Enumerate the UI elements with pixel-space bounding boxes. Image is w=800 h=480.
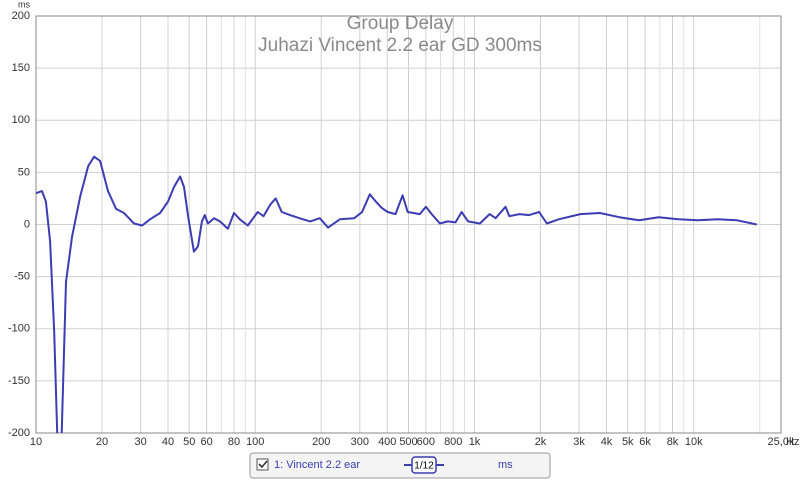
- y-tick-label: -150: [8, 375, 30, 387]
- x-tick-label: 50: [183, 436, 195, 448]
- x-tick-label: 40: [162, 436, 174, 448]
- x-tick-label: 10: [30, 436, 42, 448]
- y-tick-label: 50: [18, 166, 30, 178]
- legend-box: [249, 452, 551, 479]
- data-line: [36, 155, 758, 433]
- y-axis-unit: ms: [18, 0, 30, 9]
- x-tick-label: 200: [312, 436, 330, 448]
- chart-subtitle: Juhazi Vincent 2.2 ear GD 300ms: [258, 35, 542, 56]
- x-tick-label: 60: [200, 436, 212, 448]
- chart-title: Group Delay: [347, 13, 454, 34]
- plot-frame: [35, 15, 782, 434]
- x-tick-label: 600: [417, 436, 435, 448]
- x-tick-label: 80: [228, 436, 240, 448]
- x-tick-label: 4k: [601, 436, 613, 448]
- y-tick-label: -200: [8, 427, 30, 439]
- x-tick-label: 500: [399, 436, 417, 448]
- y-tick-label: -50: [14, 271, 30, 283]
- y-tick-label: -100: [8, 323, 30, 335]
- x-tick-label: 5k: [622, 436, 634, 448]
- y-tick-label: 200: [12, 10, 30, 22]
- y-tick-label: 0: [24, 218, 30, 230]
- x-tick-label: 3k: [573, 436, 585, 448]
- x-tick-label: 6k: [639, 436, 651, 448]
- x-tick-label: 400: [378, 436, 396, 448]
- y-tick-label: 100: [12, 114, 30, 126]
- x-tick-label: 1k: [469, 436, 481, 448]
- legend-checkbox[interactable]: [256, 458, 269, 471]
- x-tick-label: 300: [351, 436, 369, 448]
- check-mark: [258, 460, 268, 469]
- x-tick-label: 100: [246, 436, 264, 448]
- x-tick-label: 8k: [667, 436, 679, 448]
- x-tick-label: 25,0k: [768, 436, 795, 448]
- y-tick-label: 150: [12, 62, 30, 74]
- legend-label: 1: Vincent 2.2 ear: [274, 459, 360, 471]
- legend: 1: Vincent 2.2 ear 1/12 ms: [249, 452, 551, 479]
- x-tick-label: 10k: [685, 436, 703, 448]
- smoothing-label: 1/12: [414, 461, 434, 472]
- x-tick-label: 20: [96, 436, 108, 448]
- smoothing-badge[interactable]: [411, 456, 437, 474]
- legend-unit: ms: [498, 459, 513, 471]
- x-tick-label: 2k: [535, 436, 547, 448]
- x-tick-label: 800: [444, 436, 462, 448]
- x-tick-label: 30: [134, 436, 146, 448]
- x-axis-unit: Hz: [786, 436, 799, 448]
